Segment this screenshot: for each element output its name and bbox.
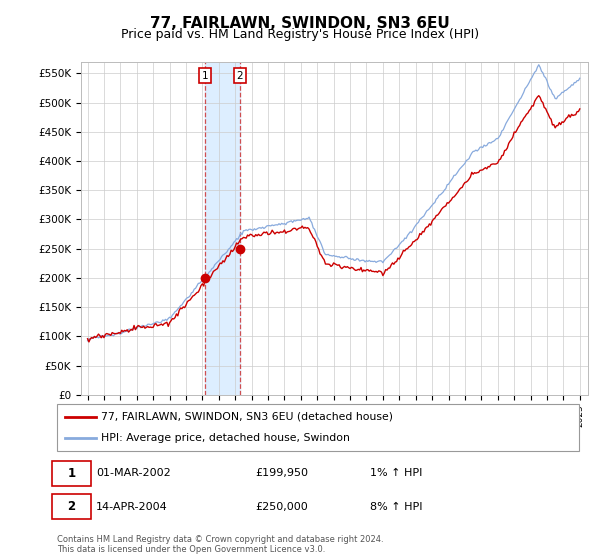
Text: 77, FAIRLAWN, SWINDON, SN3 6EU: 77, FAIRLAWN, SWINDON, SN3 6EU <box>150 16 450 31</box>
Text: 1: 1 <box>202 71 209 81</box>
Bar <box>205 62 240 395</box>
Text: £250,000: £250,000 <box>256 502 308 512</box>
Text: 1% ↑ HPI: 1% ↑ HPI <box>370 468 422 478</box>
Text: 2: 2 <box>236 71 244 81</box>
FancyBboxPatch shape <box>52 461 91 486</box>
Text: 01-MAR-2002: 01-MAR-2002 <box>96 468 171 478</box>
Text: 8% ↑ HPI: 8% ↑ HPI <box>370 502 422 512</box>
Text: 1: 1 <box>67 466 76 480</box>
Text: 77, FAIRLAWN, SWINDON, SN3 6EU (detached house): 77, FAIRLAWN, SWINDON, SN3 6EU (detached… <box>101 412 394 422</box>
FancyBboxPatch shape <box>52 494 91 519</box>
Text: 14-APR-2004: 14-APR-2004 <box>96 502 168 512</box>
Text: £199,950: £199,950 <box>256 468 308 478</box>
Text: 2: 2 <box>67 500 76 514</box>
FancyBboxPatch shape <box>57 404 579 451</box>
Text: Contains HM Land Registry data © Crown copyright and database right 2024.
This d: Contains HM Land Registry data © Crown c… <box>57 535 383 554</box>
Text: Price paid vs. HM Land Registry's House Price Index (HPI): Price paid vs. HM Land Registry's House … <box>121 28 479 41</box>
Text: HPI: Average price, detached house, Swindon: HPI: Average price, detached house, Swin… <box>101 433 350 444</box>
